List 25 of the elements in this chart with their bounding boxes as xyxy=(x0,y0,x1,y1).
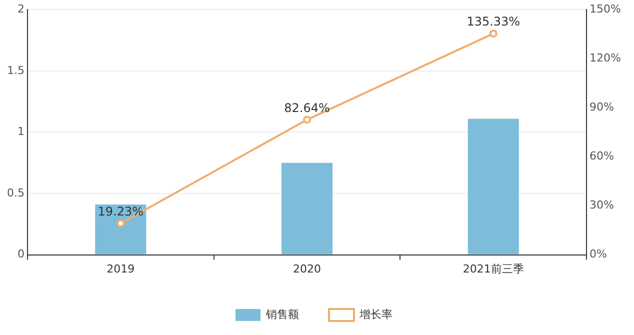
x-tick-label: 2019 xyxy=(106,262,135,276)
bar xyxy=(468,118,519,254)
y-tick-label: 1.5 xyxy=(6,64,24,77)
y2-tick-label: 120% xyxy=(590,52,622,64)
y2-tick-label: 60% xyxy=(590,150,614,163)
bar xyxy=(282,162,333,254)
y2-tick-label: 150% xyxy=(590,2,622,16)
point xyxy=(116,219,125,228)
y2-tick-label: 90% xyxy=(590,100,614,114)
data-label: 19.23% xyxy=(98,204,144,218)
data-label: 135.33% xyxy=(466,14,520,29)
data-label: 82.64% xyxy=(284,100,330,115)
y-tick-label: 0.5 xyxy=(6,186,24,200)
legend-label: 增长率 xyxy=(358,308,392,321)
y-tick-label: 0 xyxy=(17,248,24,261)
x-tick-label: 2021前三季 xyxy=(462,262,524,276)
y-tick-label: 2 xyxy=(17,2,24,16)
y-tick-label: 1 xyxy=(17,125,24,138)
point xyxy=(303,116,312,124)
x-tick-label: 2020 xyxy=(293,262,322,276)
y2-tick-label: 0% xyxy=(590,248,608,261)
legend-label: 销售额 xyxy=(265,308,299,321)
y2-tick-label: 30% xyxy=(590,198,614,212)
bar xyxy=(95,204,146,254)
point xyxy=(489,30,498,38)
